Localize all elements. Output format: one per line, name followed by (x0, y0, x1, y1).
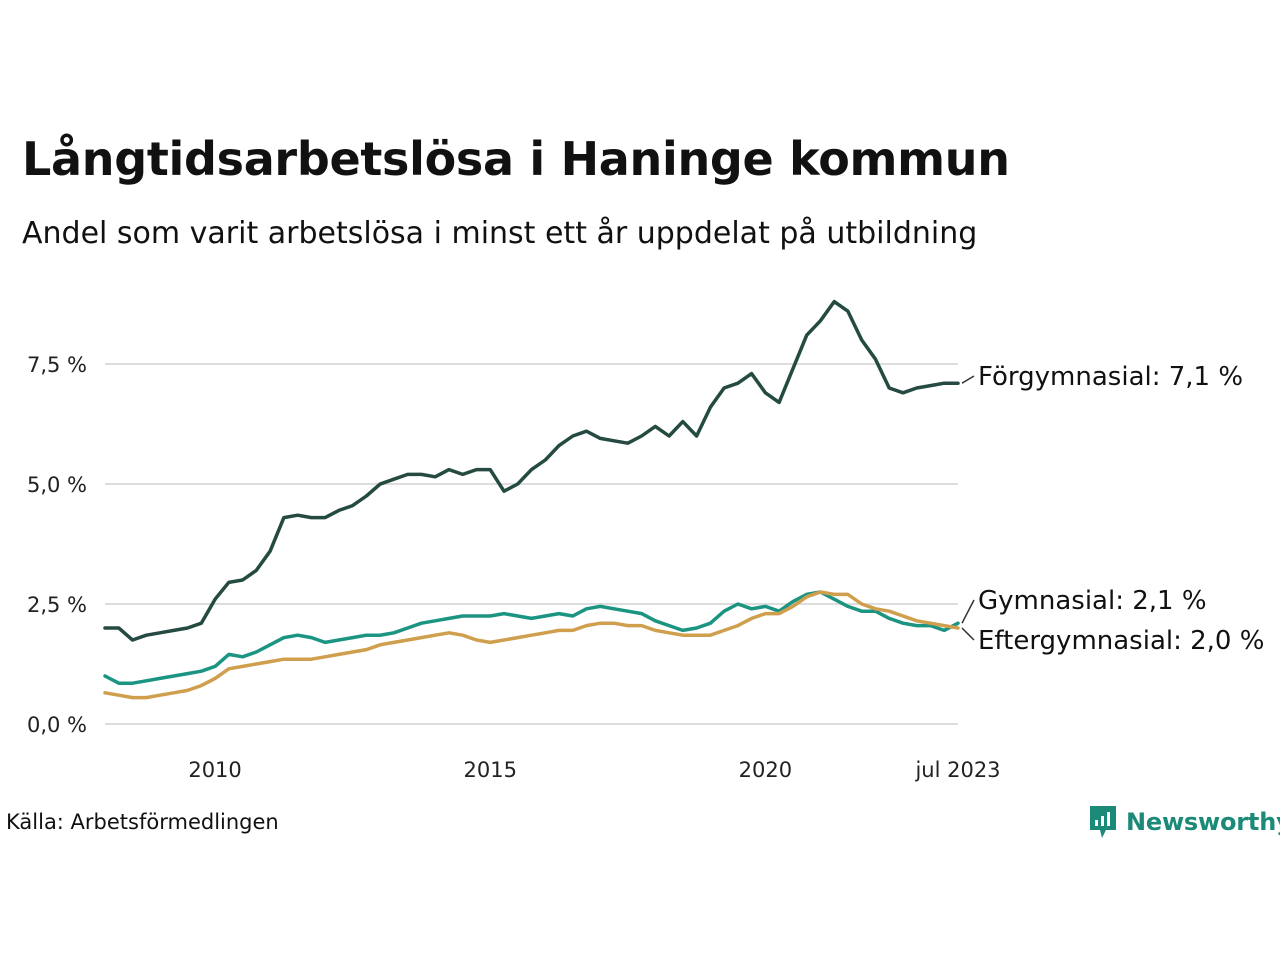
end-label-leader (961, 375, 975, 384)
x-tick-label: 2020 (739, 758, 792, 782)
end-label-gymnasial: Gymnasial: 2,1 % (978, 586, 1207, 616)
brand-logo: Newsworthy (1088, 804, 1280, 840)
gridlines (105, 363, 958, 725)
source-note: Källa: Arbetsförmedlingen (6, 810, 279, 834)
chart-subtitle: Andel som varit arbetslösa i minst ett å… (22, 216, 978, 251)
y-tick-label: 7,5 % (27, 353, 87, 377)
x-tick-label: 2010 (188, 758, 241, 782)
end-labels: Förgymnasial: 7,1 % Gymnasial: 2,1 % Efter… (961, 362, 1264, 656)
end-label-förgymnasial: Förgymnasial: 7,1 % (978, 362, 1243, 392)
end-label-leader (961, 627, 975, 641)
end-label-eftergymnasial: Eftergymnasial: 2,0 % (978, 626, 1264, 656)
y-tick-label: 0,0 % (27, 713, 87, 737)
newsworthy-logo-icon (1090, 806, 1116, 838)
end-label-leader (961, 599, 975, 624)
y-axis-ticks: 0,0 % 2,5 % 5,0 % 7,5 % (27, 353, 87, 737)
series-line-förgymnasial (103, 299, 960, 642)
y-tick-label: 2,5 % (27, 593, 87, 617)
series-line-eftergymnasial (103, 590, 960, 700)
chart-title: Långtidsarbetslösa i Haninge kommun (22, 132, 1010, 186)
x-tick-label: 2015 (463, 758, 516, 782)
x-tick-label: jul 2023 (914, 758, 1000, 782)
brand-name: Newsworthy (1126, 808, 1280, 836)
series-lines (103, 299, 960, 700)
x-axis-ticks: 2010 2015 2020 jul 2023 (188, 758, 1000, 782)
y-tick-label: 5,0 % (27, 473, 87, 497)
